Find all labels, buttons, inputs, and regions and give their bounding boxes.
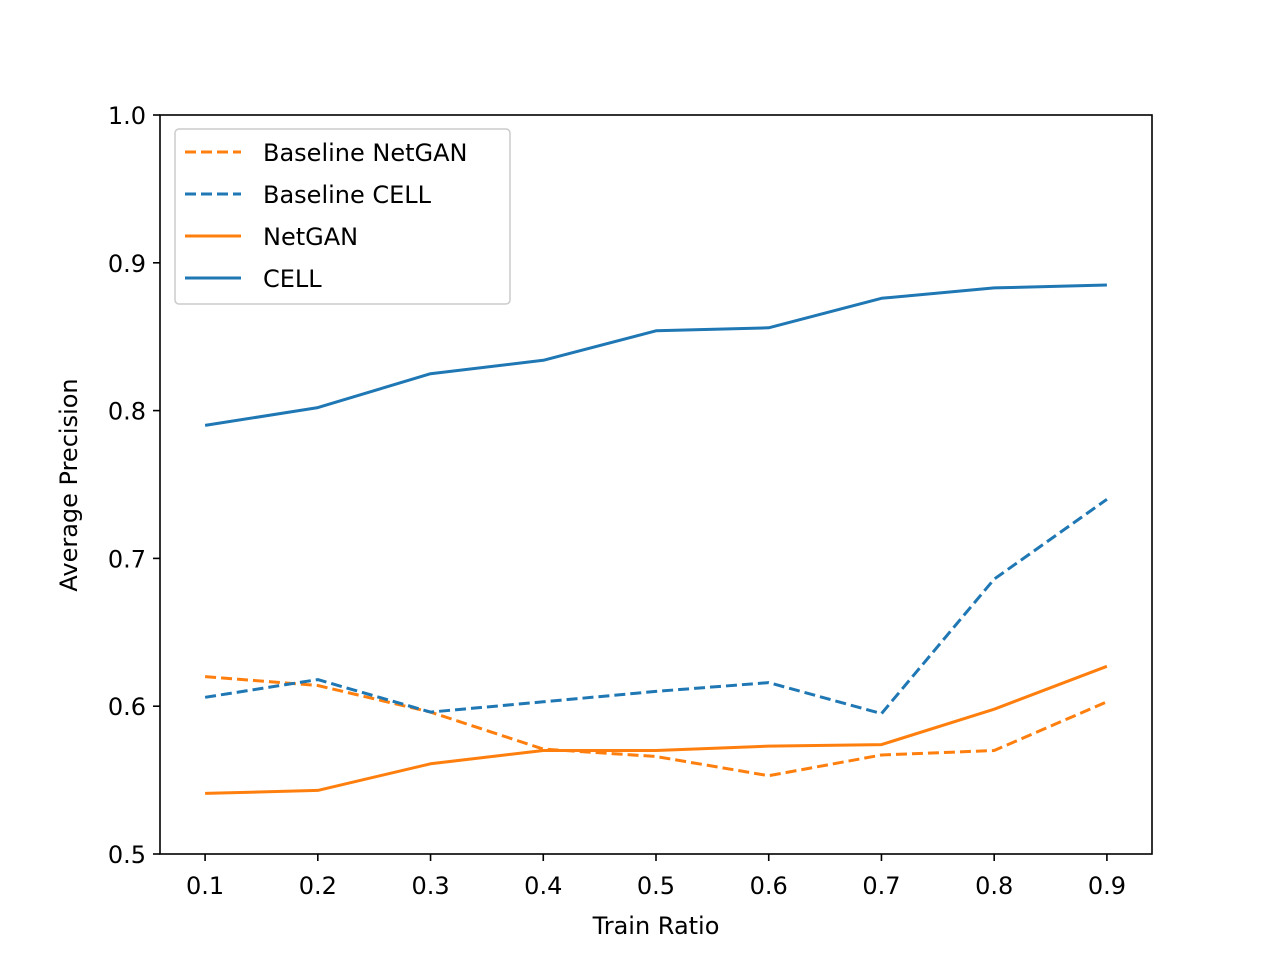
legend-label: Baseline NetGAN [263, 139, 467, 167]
x-tick-label: 0.6 [750, 872, 788, 900]
x-tick-label: 0.8 [975, 872, 1013, 900]
y-tick-label: 1.0 [108, 102, 146, 130]
series-line-cell [204, 283, 1107, 427]
x-tick-label: 0.5 [637, 872, 675, 900]
y-axis: 0.5 0.6 0.7 0.8 0.9 1.0 [108, 102, 160, 869]
legend: Baseline NetGAN Baseline CELL NetGAN CELL [174, 128, 511, 305]
y-axis-label: Average Precision [55, 378, 83, 591]
x-tick-label: 0.3 [411, 872, 449, 900]
series-line-baseline-netgan [204, 675, 1108, 778]
legend-label: Baseline CELL [263, 181, 432, 209]
y-tick-label: 0.7 [108, 545, 146, 573]
x-tick-label: 0.4 [524, 872, 562, 900]
y-tick-label: 0.5 [108, 841, 146, 869]
legend-box [174, 128, 511, 305]
y-tick-label: 0.9 [108, 250, 146, 278]
series-layer [204, 283, 1108, 795]
x-tick-label: 0.2 [299, 872, 337, 900]
x-tick-label: 0.9 [1088, 872, 1126, 900]
x-tick-label: 0.1 [186, 872, 224, 900]
x-axis: 0.1 0.2 0.3 0.4 0.5 0.6 0.7 0.8 0.9 [186, 854, 1126, 900]
legend-label: CELL [263, 265, 322, 293]
legend-label: NetGAN [263, 223, 358, 251]
x-tick-label: 0.7 [862, 872, 900, 900]
y-tick-label: 0.6 [108, 693, 146, 721]
series-line-baseline-cell [204, 498, 1108, 716]
x-axis-label: Train Ratio [592, 912, 720, 940]
y-tick-label: 0.8 [108, 398, 146, 426]
series-line-netgan [205, 664, 1108, 795]
